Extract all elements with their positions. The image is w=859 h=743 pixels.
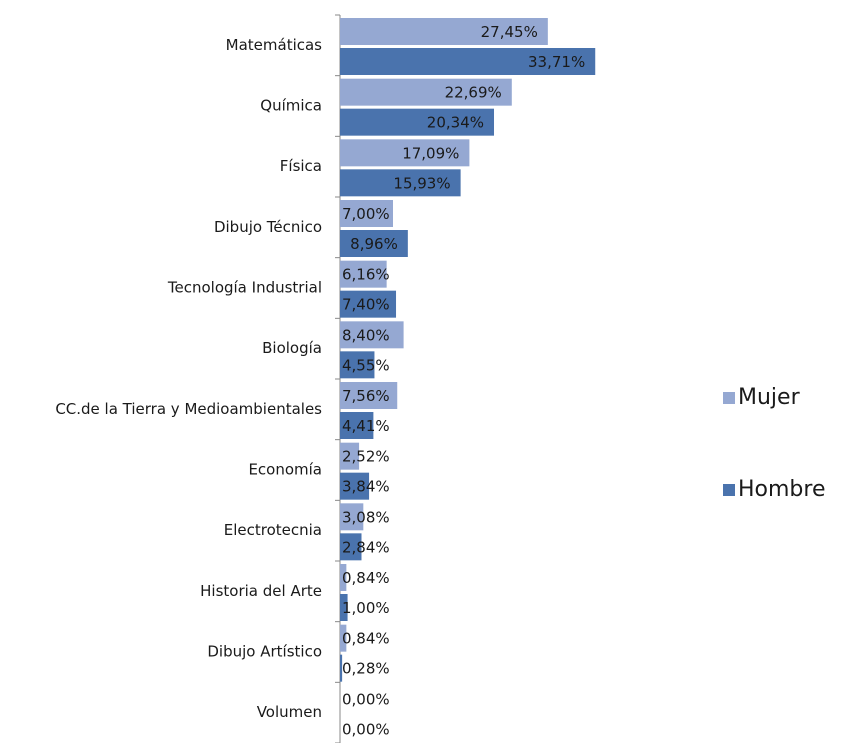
legend-swatch <box>723 484 735 496</box>
data-label: 8,96% <box>350 235 398 253</box>
bar <box>340 260 387 288</box>
data-label: 0,28% <box>342 660 390 678</box>
bar <box>340 503 364 531</box>
bar <box>340 654 343 682</box>
bar <box>340 382 398 409</box>
category-label: Historia del Arte <box>200 582 322 600</box>
category-label: Tecnología Industrial <box>167 279 322 297</box>
bar <box>340 230 408 257</box>
bar <box>340 200 393 227</box>
data-label: 17,09% <box>402 144 459 162</box>
bar <box>340 169 461 197</box>
data-label: 8,40% <box>342 326 390 344</box>
legend-swatch <box>723 392 735 404</box>
category-label: Economía <box>248 461 322 479</box>
category-label: Electrotecnia <box>224 521 322 539</box>
category-label: Dibujo Técnico <box>214 218 322 236</box>
data-label: 2,84% <box>342 538 390 556</box>
bar <box>340 78 512 106</box>
data-label: 33,71% <box>528 53 585 71</box>
bar <box>340 48 596 75</box>
category-label: Física <box>280 157 322 175</box>
bar <box>340 412 374 439</box>
category-label: Volumen <box>257 703 322 721</box>
data-label: 4,55% <box>342 356 390 374</box>
bar <box>340 472 370 500</box>
bar <box>340 18 548 45</box>
bar <box>340 594 348 621</box>
data-label: 1,00% <box>342 599 390 617</box>
bar <box>340 442 360 470</box>
data-label: 15,93% <box>393 174 450 192</box>
data-label: 27,45% <box>481 23 538 41</box>
bar <box>340 533 362 561</box>
data-label: 0,84% <box>342 569 390 587</box>
bar <box>340 351 375 379</box>
data-label: 7,00% <box>342 205 390 223</box>
bar <box>340 564 347 591</box>
category-label: Química <box>260 97 322 115</box>
bar <box>340 139 470 167</box>
data-label: 3,08% <box>342 508 390 526</box>
bar <box>340 108 495 136</box>
legend-label: Hombre <box>738 477 826 502</box>
data-label: 0,00% <box>342 720 390 738</box>
bar <box>340 290 397 318</box>
data-label: 0,84% <box>342 630 390 648</box>
data-label: 7,56% <box>342 387 390 405</box>
data-label: 3,84% <box>342 478 390 496</box>
category-label: Matemáticas <box>226 36 323 54</box>
data-label: 20,34% <box>427 114 484 132</box>
data-label: 6,16% <box>342 266 390 284</box>
data-label: 22,69% <box>445 84 502 102</box>
category-label: Biología <box>262 339 322 357</box>
bar <box>340 321 404 349</box>
data-label: 4,41% <box>342 417 390 435</box>
data-label: 2,52% <box>342 448 390 466</box>
legend-label: Mujer <box>738 385 801 410</box>
data-label: 0,00% <box>342 690 390 708</box>
category-label: CC.de la Tierra y Medioambientales <box>55 400 322 418</box>
category-label: Dibujo Artístico <box>207 643 322 661</box>
bar <box>340 624 347 652</box>
data-label: 7,40% <box>342 296 390 314</box>
